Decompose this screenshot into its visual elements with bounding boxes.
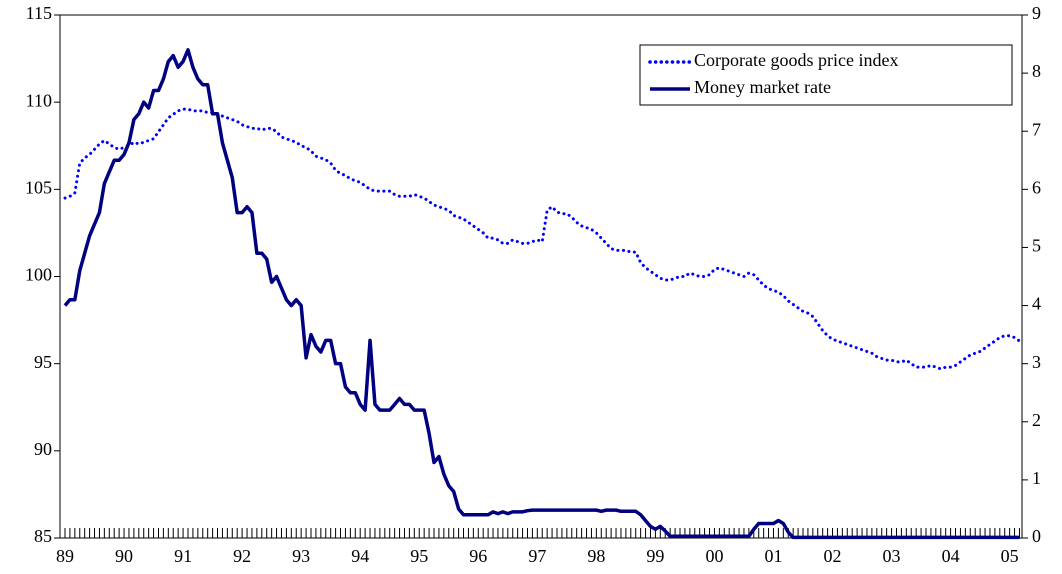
x-tick-label: 95: [410, 546, 428, 566]
line-series: [63, 48, 1020, 540]
y-tick-label: 100: [25, 265, 52, 285]
y-tick-label: 115: [26, 3, 52, 23]
legend-label: Corporate goods price index: [694, 50, 898, 70]
x-tick-label: 98: [587, 546, 605, 566]
y-tick-label: 95: [34, 352, 52, 372]
line-series: [63, 107, 1021, 371]
x-tick-label: 01: [764, 546, 782, 566]
x-tick-label: 99: [646, 546, 664, 566]
x-tick-label: 02: [824, 546, 842, 566]
x-tick-label: 89: [56, 546, 74, 566]
y-tick-label: 90: [34, 439, 52, 459]
y2-tick-label: 6: [1032, 177, 1041, 197]
x-tick-label: 97: [528, 546, 546, 566]
legend-box: [639, 44, 1013, 106]
y2-tick-label: 7: [1032, 119, 1041, 139]
x-tick-label: 90: [115, 546, 133, 566]
y-tick-label: 85: [34, 526, 52, 546]
x-tick-label: 04: [942, 546, 960, 566]
x-tick-label: 00: [705, 546, 723, 566]
x-tick-label: 91: [174, 546, 192, 566]
y-tick-label: 105: [25, 177, 52, 197]
x-tick-label: 05: [1001, 546, 1019, 566]
y2-tick-label: 5: [1032, 236, 1041, 256]
y-tick-label: 110: [26, 90, 52, 110]
x-tick-label: 93: [292, 546, 310, 566]
x-tick-label: 03: [883, 546, 901, 566]
y2-tick-label: 3: [1032, 352, 1041, 372]
y2-tick-label: 0: [1032, 526, 1041, 546]
x-tick-label: 94: [351, 546, 369, 566]
y2-tick-label: 4: [1032, 294, 1041, 314]
y2-tick-label: 8: [1032, 61, 1041, 81]
x-tick-label: 92: [233, 546, 251, 566]
y2-tick-label: 2: [1032, 410, 1041, 430]
x-tick-label: 96: [469, 546, 487, 566]
y2-tick-label: 9: [1032, 3, 1041, 23]
y2-tick-label: 1: [1032, 468, 1041, 488]
legend-label: Money market rate: [694, 77, 831, 97]
